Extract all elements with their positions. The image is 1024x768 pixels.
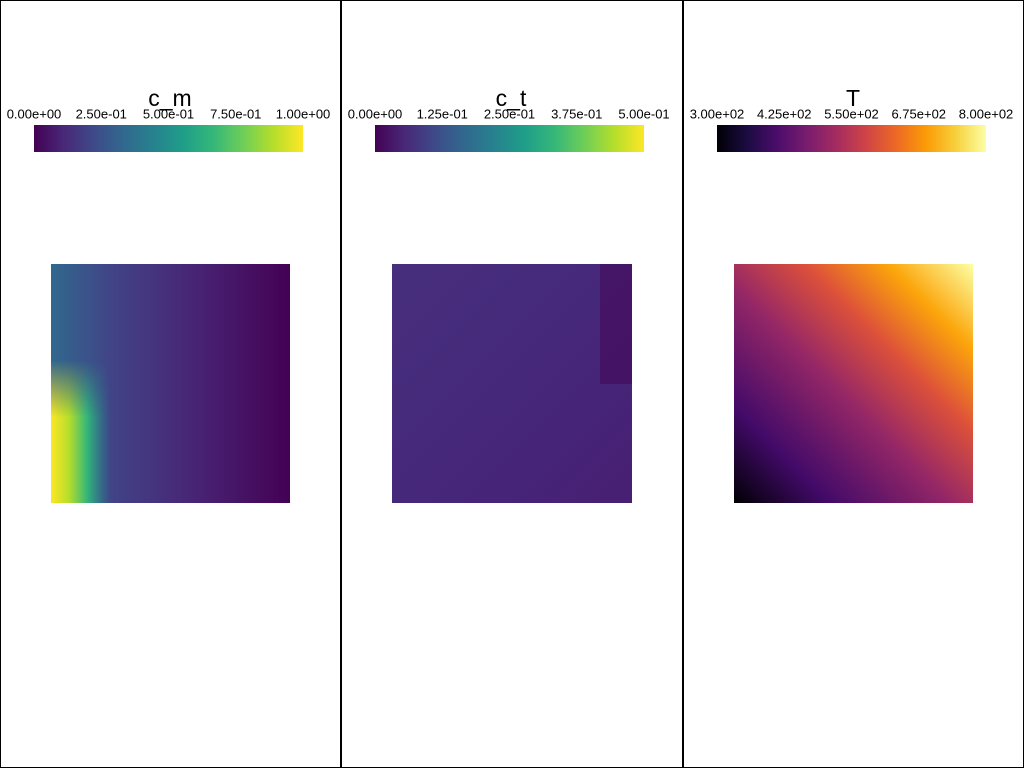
tick-label: 5.00e-01 (143, 106, 194, 121)
colorbar (717, 125, 986, 152)
tick-label: 1.00e+00 (276, 106, 331, 121)
colorbar-title: c_m (148, 85, 191, 111)
tick-label: 5.00e-01 (618, 106, 669, 121)
colorbar-title: T (846, 85, 860, 111)
tick-label: 1.25e-01 (417, 106, 468, 121)
tick-label: 6.75e+02 (891, 106, 946, 121)
colorbar-title: c_t (496, 85, 527, 111)
colorbar (34, 125, 303, 152)
tick-label: 2.50e-01 (76, 106, 127, 121)
tick-label: 0.00e+00 (7, 106, 62, 121)
field-plot (734, 264, 973, 503)
tick-label: 3.00e+02 (690, 106, 745, 121)
tick-label: 8.00e+02 (959, 106, 1014, 121)
colorbar (375, 125, 644, 152)
tick-label: 0.00e+00 (348, 106, 403, 121)
tick-label: 5.50e+02 (824, 106, 879, 121)
tick-label: 7.50e-01 (210, 106, 261, 121)
tick-label: 3.75e-01 (551, 106, 602, 121)
field-plot (392, 264, 632, 503)
tick-label: 2.50e-01 (484, 106, 535, 121)
field-plot (51, 264, 290, 503)
tick-label: 4.25e+02 (757, 106, 812, 121)
